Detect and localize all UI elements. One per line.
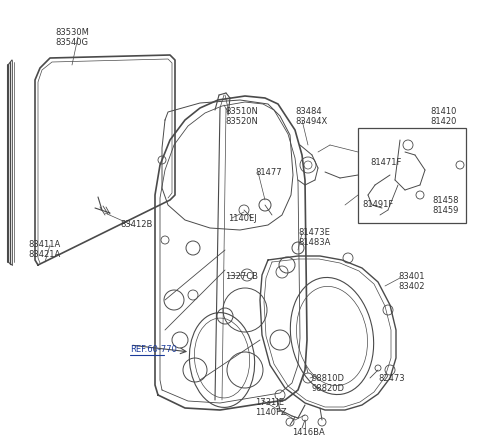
Text: 81473E
81483A: 81473E 81483A <box>298 228 330 247</box>
Text: 98810D
98820D: 98810D 98820D <box>312 374 345 393</box>
Text: 1327CB: 1327CB <box>225 272 258 281</box>
Text: 81471F: 81471F <box>370 158 401 167</box>
Text: 81491F: 81491F <box>362 200 393 209</box>
Text: 1731JE
1140FZ: 1731JE 1140FZ <box>255 398 287 417</box>
Text: 81410
81420: 81410 81420 <box>430 107 456 127</box>
Text: REF.60-770: REF.60-770 <box>130 345 177 354</box>
Text: 81477: 81477 <box>255 168 282 177</box>
Text: 83530M
83540G: 83530M 83540G <box>55 28 89 47</box>
Text: 83510N
83520N: 83510N 83520N <box>225 107 258 127</box>
Text: 1416BA: 1416BA <box>292 428 325 437</box>
Text: 83401
83402: 83401 83402 <box>398 272 424 292</box>
Text: 81458
81459: 81458 81459 <box>432 196 458 215</box>
Text: 83411A
83421A: 83411A 83421A <box>28 240 60 259</box>
Text: 1140EJ: 1140EJ <box>228 214 257 223</box>
Text: 83484
83494X: 83484 83494X <box>295 107 327 127</box>
Text: 82473: 82473 <box>378 374 405 383</box>
Text: 83412B: 83412B <box>120 220 152 229</box>
